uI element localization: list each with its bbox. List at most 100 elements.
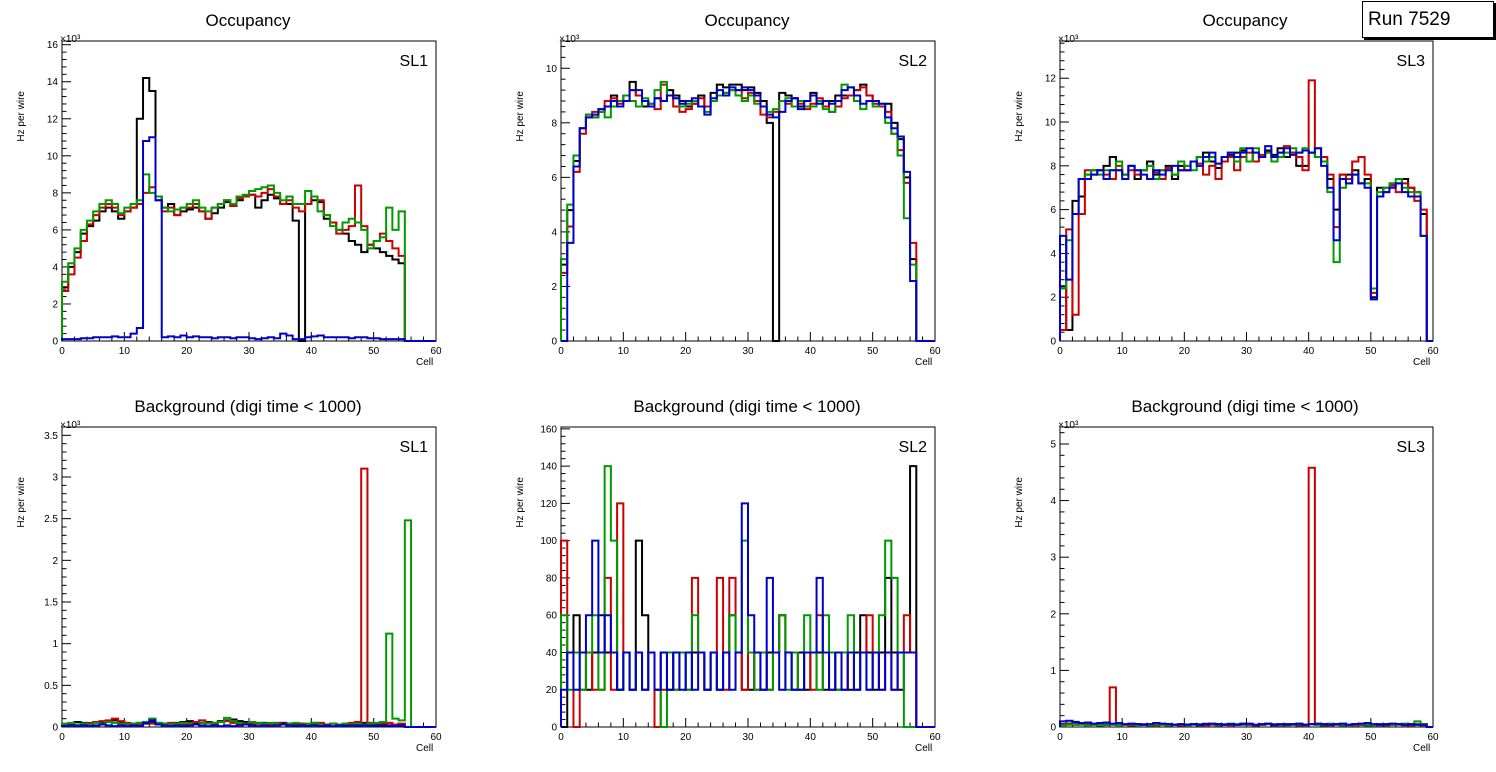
- x-tick-label: 30: [243, 346, 255, 357]
- x-tick-label: 0: [1057, 346, 1063, 357]
- y-axis-label: Hz per wire: [16, 91, 27, 142]
- y-tick-label: 0: [551, 337, 557, 348]
- y-tick-label: 6: [551, 173, 557, 184]
- plot-title: Background (digi time < 1000): [134, 397, 361, 416]
- x-tick-label: 40: [1303, 732, 1315, 743]
- histogram-series-layer3: [560, 80, 935, 342]
- x-axis-label: Cell: [416, 743, 433, 754]
- y-tick-label: 12: [1045, 74, 1057, 85]
- y-tick-label: 12: [47, 114, 59, 125]
- run-number-label: Run 7529: [1362, 1, 1494, 38]
- y-tick-label: 160: [540, 424, 557, 435]
- x-tick-label: 30: [243, 732, 255, 743]
- plot-frame: [1059, 426, 1434, 728]
- x-tick-label: 50: [1365, 346, 1377, 357]
- x-tick-label: 20: [1179, 346, 1191, 357]
- x-axis-label: Cell: [416, 357, 433, 368]
- plot-title: Background (digi time < 1000): [1131, 397, 1358, 416]
- x-tick-label: 10: [618, 732, 630, 743]
- x-tick-label: 20: [680, 732, 692, 743]
- y-tick-label: 20: [546, 685, 558, 696]
- x-tick-label: 40: [1303, 346, 1315, 357]
- y-tick-label: 0: [551, 723, 557, 734]
- y-axis-label: Hz per wire: [515, 91, 526, 142]
- x-tick-label: 60: [430, 346, 442, 357]
- x-tick-label: 0: [558, 732, 564, 743]
- y-tick-label: 0: [52, 337, 58, 348]
- y-tick-label: 4: [1050, 249, 1056, 260]
- x-tick-label: 20: [1179, 732, 1191, 743]
- plot-frame: [61, 426, 437, 728]
- y-axis-exponent: ×10³: [60, 34, 81, 45]
- x-axis-label: Cell: [915, 357, 932, 368]
- y-tick-label: 2: [551, 282, 557, 293]
- x-tick-label: 10: [1117, 732, 1129, 743]
- histogram-series-layer1: [560, 80, 935, 342]
- y-tick-label: 140: [540, 462, 557, 473]
- y-tick-label: 3: [1050, 553, 1056, 564]
- y-axis-exponent: ×10³: [1058, 34, 1079, 45]
- y-axis-label: Hz per wire: [515, 477, 526, 528]
- y-axis-label: Hz per wire: [1014, 91, 1025, 142]
- y-tick-label: 4: [1050, 496, 1056, 507]
- histogram-series-layer4: [61, 719, 436, 728]
- y-tick-label: 6: [52, 225, 58, 236]
- y-tick-label: 4: [551, 227, 557, 238]
- x-tick-label: 40: [805, 732, 817, 743]
- x-tick-label: 30: [742, 732, 754, 743]
- plot-title: Occupancy: [704, 11, 790, 30]
- x-tick-label: 0: [1057, 732, 1063, 743]
- y-tick-label: 0.5: [44, 681, 58, 692]
- x-tick-label: 10: [618, 346, 630, 357]
- x-tick-label: 10: [1117, 346, 1129, 357]
- x-tick-label: 60: [1427, 732, 1439, 743]
- histogram-series-layer2: [61, 467, 436, 728]
- y-tick-label: 10: [546, 64, 558, 75]
- y-tick-label: 8: [551, 118, 557, 129]
- x-tick-label: 30: [1241, 346, 1253, 357]
- y-tick-label: 6: [1050, 205, 1056, 216]
- y-tick-label: 10: [1045, 118, 1057, 129]
- x-tick-label: 50: [368, 346, 380, 357]
- histogram-series-layer3: [1059, 147, 1433, 342]
- superlayer-label: SL2: [899, 439, 928, 456]
- plot-title: Background (digi time < 1000): [633, 397, 860, 416]
- y-axis-exponent: ×10³: [1058, 420, 1079, 431]
- y-tick-label: 4: [52, 262, 58, 273]
- x-tick-label: 60: [430, 732, 442, 743]
- histogram-series-layer1: [61, 77, 436, 342]
- x-tick-label: 40: [306, 346, 318, 357]
- y-tick-label: 60: [546, 611, 558, 622]
- x-tick-label: 60: [929, 732, 941, 743]
- histogram-series-layer4: [561, 86, 935, 342]
- x-tick-label: 10: [119, 732, 131, 743]
- y-tick-label: 2: [52, 556, 58, 567]
- x-tick-label: 20: [181, 346, 193, 357]
- y-tick-label: 8: [1050, 161, 1056, 172]
- x-tick-label: 40: [805, 346, 817, 357]
- y-tick-label: 120: [540, 499, 557, 510]
- histogram-series-layer4: [1059, 719, 1433, 728]
- x-axis-label: Cell: [1413, 357, 1430, 368]
- y-tick-label: 5: [1050, 439, 1056, 450]
- y-tick-label: 100: [540, 536, 557, 547]
- plot-title: Occupancy: [1202, 11, 1288, 30]
- x-tick-label: 50: [867, 732, 879, 743]
- histogram-series-layer2: [560, 83, 935, 342]
- y-axis-exponent: ×10³: [60, 420, 81, 431]
- x-tick-label: 0: [59, 732, 65, 743]
- plot-frame: [560, 40, 936, 342]
- histogram-series-layer4: [1059, 145, 1433, 342]
- superlayer-label: SL3: [1397, 439, 1426, 456]
- y-tick-label: 0: [52, 723, 58, 734]
- x-tick-label: 50: [1365, 732, 1377, 743]
- histogram-series-layer2: [1059, 466, 1433, 728]
- y-tick-label: 2: [1050, 609, 1056, 620]
- y-tick-label: 1: [1050, 666, 1056, 677]
- x-tick-label: 30: [1241, 732, 1253, 743]
- y-tick-label: 14: [47, 77, 59, 88]
- y-tick-label: 0: [1050, 723, 1056, 734]
- histogram-series-layer3: [61, 173, 436, 342]
- y-tick-label: 2.5: [44, 514, 58, 525]
